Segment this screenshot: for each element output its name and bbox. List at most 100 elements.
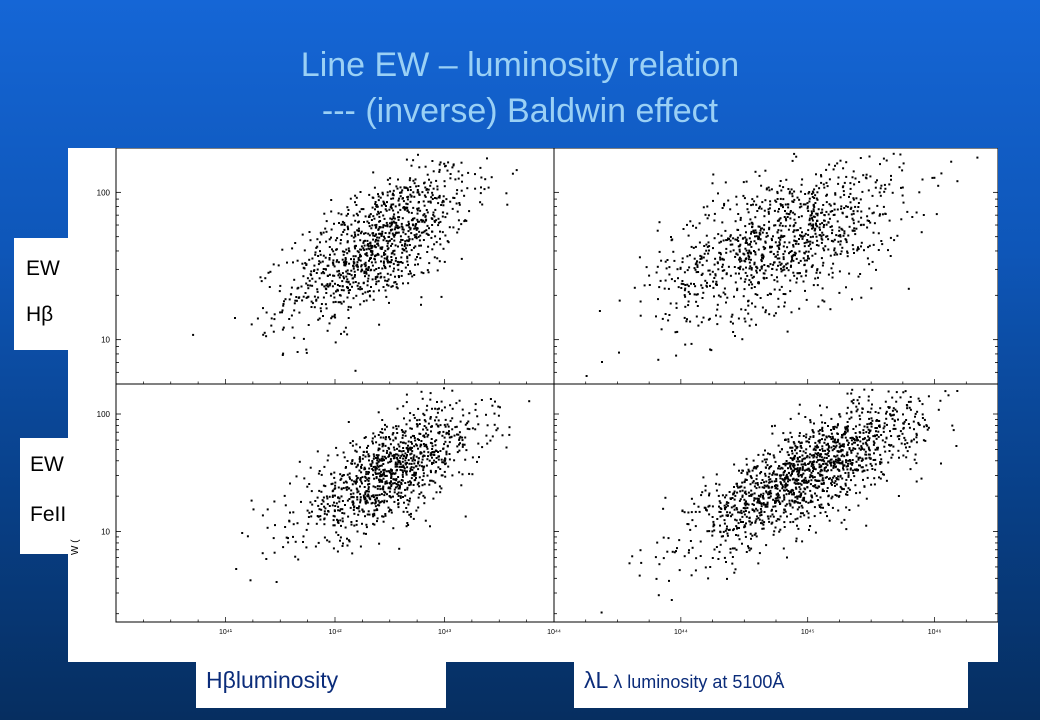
data-point: [745, 463, 748, 466]
data-point: [764, 247, 767, 250]
data-point: [837, 182, 840, 185]
data-point: [732, 528, 735, 531]
data-point: [824, 511, 827, 514]
data-point: [388, 235, 391, 238]
data-point: [425, 464, 428, 467]
data-point: [713, 524, 716, 527]
data-point: [739, 490, 742, 493]
data-point: [332, 250, 335, 253]
data-point: [426, 447, 429, 450]
data-point: [747, 211, 750, 214]
data-point: [397, 506, 400, 509]
data-point: [386, 245, 389, 248]
data-point: [819, 465, 822, 468]
data-point: [316, 450, 319, 453]
data-point: [749, 483, 752, 486]
data-point: [721, 277, 724, 280]
data-point: [806, 510, 809, 513]
data-point: [801, 237, 804, 240]
data-point: [393, 221, 396, 224]
data-point: [437, 221, 440, 224]
data-point: [831, 506, 834, 509]
data-point: [777, 305, 780, 308]
data-point: [830, 225, 833, 228]
data-point: [407, 224, 410, 227]
data-point: [833, 441, 836, 444]
data-point: [283, 300, 285, 303]
data-point: [832, 440, 835, 443]
data-point: [885, 417, 888, 420]
data-point: [805, 440, 808, 443]
data-point: [813, 460, 815, 463]
data-point: [823, 214, 826, 217]
data-point: [670, 278, 673, 281]
data-point: [400, 454, 403, 457]
data-point: [373, 186, 376, 189]
data-point: [868, 438, 870, 441]
data-point: [713, 277, 716, 279]
data-point: [785, 503, 788, 506]
data-point: [779, 236, 782, 239]
data-point: [759, 495, 762, 498]
data-point: [816, 225, 819, 228]
data-point: [316, 245, 319, 248]
data-point: [738, 258, 741, 261]
data-point: [429, 184, 432, 187]
data-point: [660, 328, 663, 331]
data-point: [856, 249, 859, 252]
data-point: [780, 285, 783, 288]
data-point: [778, 489, 781, 492]
data-point: [793, 190, 796, 193]
data-point: [426, 188, 428, 191]
data-point: [380, 479, 383, 482]
data-point: [412, 179, 415, 182]
data-point: [873, 442, 876, 444]
data-point: [862, 429, 865, 432]
data-point: [747, 491, 750, 494]
data-point: [812, 208, 815, 211]
data-point: [873, 452, 875, 455]
data-point: [809, 247, 812, 250]
data-point: [829, 204, 832, 207]
data-point: [817, 446, 820, 449]
data-point: [447, 432, 450, 435]
data-point: [773, 314, 776, 317]
data-point: [693, 293, 696, 296]
data-point: [780, 267, 782, 270]
data-point: [345, 481, 348, 484]
data-point: [367, 490, 370, 493]
data-point: [752, 275, 755, 278]
data-point: [814, 232, 817, 235]
data-point: [847, 234, 850, 237]
data-point: [725, 514, 728, 517]
data-point: [767, 496, 770, 499]
data-point: [349, 442, 352, 444]
data-point: [374, 494, 377, 497]
data-point: [754, 235, 756, 238]
data-point: [368, 467, 371, 470]
data-point: [807, 479, 810, 482]
data-point: [740, 259, 743, 262]
data-point: [801, 540, 804, 543]
data-point: [809, 489, 812, 492]
data-point: [382, 442, 385, 445]
data-point: [746, 471, 749, 474]
data-point: [658, 286, 661, 289]
data-point: [342, 542, 344, 545]
data-point: [849, 468, 852, 471]
data-point: [408, 484, 411, 487]
data-point: [857, 246, 859, 249]
data-point: [901, 186, 904, 189]
data-point: [458, 202, 461, 204]
data-point: [851, 217, 854, 220]
data-point: [762, 502, 765, 505]
data-point: [847, 471, 850, 474]
data-point: [829, 461, 832, 464]
data-point: [708, 494, 710, 497]
data-point: [859, 448, 862, 451]
data-point: [762, 523, 765, 526]
data-point: [837, 176, 840, 179]
data-point: [828, 217, 831, 220]
data-point: [812, 456, 815, 459]
data-point: [801, 465, 804, 468]
